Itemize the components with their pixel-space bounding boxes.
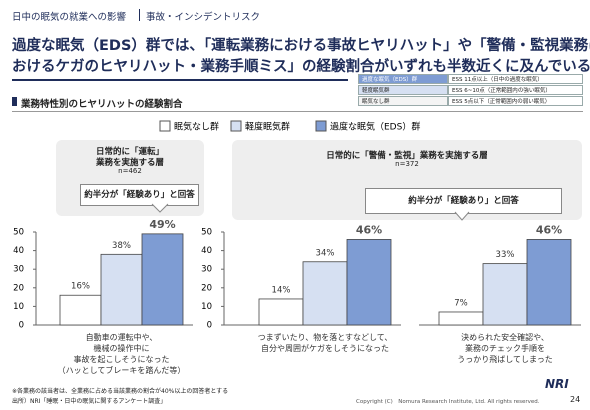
- bar: [100, 253, 143, 326]
- group-title: 日常的に「警備・監視」業務を実施する層: [326, 151, 488, 161]
- y-tick-label: 40: [13, 246, 24, 256]
- bar: [438, 311, 484, 326]
- category-label: つまずいたり、物を落とすなどして、 自分や周囲がケガをしそうになった: [257, 333, 393, 353]
- breadcrumb: 日中の眠気の就業への影響: [12, 12, 127, 23]
- value-label: 14%: [272, 285, 291, 295]
- footnote: ※各業務の該当者は、全業務に占める当該業務の割合が40%以上の回答者とする: [12, 388, 229, 395]
- value-label: 33%: [496, 250, 515, 260]
- copyright: Copyright (C) Nomura Research Institute,…: [356, 399, 540, 405]
- headline: 過度な眠気（EDS）群では、「運転業務における事故ヒヤリハット」や「警備・監視業…: [12, 38, 590, 54]
- group-n: n=462: [118, 167, 142, 175]
- bar: [258, 298, 304, 326]
- y-tick-label: 10: [201, 302, 212, 312]
- category-label: 自動車の運転中や、 機械の操作中に 事故を起こしそうになった （ハッとしてブレー…: [57, 333, 186, 375]
- rule: [12, 79, 348, 81]
- section-title: 業務特性別のヒヤリハットの経験割合: [21, 99, 183, 110]
- bar: [526, 239, 572, 326]
- legend-swatch: [159, 120, 171, 132]
- def-label: 過度な眠気（EDS）群: [358, 74, 448, 84]
- separator: [139, 9, 140, 21]
- def-label: 軽度眠気群: [358, 85, 448, 95]
- value-label: 34%: [316, 248, 335, 258]
- callout-pointer: [151, 203, 169, 213]
- value-label: 7%: [454, 298, 468, 308]
- y-tick-label: 40: [201, 246, 212, 256]
- def-value: ESS 6~10点（正常範囲内の強い眠気）: [448, 85, 583, 95]
- value-label: 49%: [149, 218, 175, 231]
- value-label: 38%: [112, 241, 131, 251]
- y-tick-label: 50: [13, 228, 24, 238]
- rule: [12, 111, 583, 112]
- value-label: 46%: [356, 223, 382, 236]
- category-label: 決められた安全確認や、 業務のチェック手順を うっかり飛ばしてしまった: [457, 333, 553, 364]
- bar: [141, 233, 184, 326]
- group-title: 日常的に「運転」: [95, 147, 164, 157]
- y-tick-label: 10: [13, 302, 24, 312]
- legend-swatch: [230, 120, 242, 132]
- group-title: 業務を実施する層: [95, 158, 164, 168]
- value-label: 46%: [536, 223, 562, 236]
- bar: [346, 239, 392, 326]
- bar: [482, 263, 528, 326]
- bar: [59, 294, 102, 326]
- def-value: ESS 5点以下（正常範囲内の弱い眠気）: [448, 96, 583, 106]
- def-label: 眠気なし群: [358, 96, 448, 106]
- y-tick-label: 30: [201, 265, 212, 275]
- y-tick-label: 30: [13, 265, 24, 275]
- value-label: 16%: [71, 282, 90, 292]
- bar: [302, 261, 348, 326]
- legend-swatch: [315, 120, 327, 132]
- legend-label: 眠気なし群: [174, 121, 219, 133]
- y-tick-label: 20: [201, 283, 212, 293]
- marker: [12, 97, 17, 106]
- callout: 約半分が「経験あり」と回答: [80, 184, 199, 206]
- y-tick-label: 50: [201, 228, 212, 238]
- headline: おけるケガのヒヤリハット・業務手順ミス」の経験割合がいずれも半数近くに及んでいる…: [12, 59, 590, 75]
- callout: 約半分が「経験あり」と回答: [365, 188, 562, 214]
- legend-label: 軽度眠気群: [245, 121, 290, 133]
- logo: NRI: [545, 377, 569, 391]
- y-tick-label: 0: [19, 321, 24, 331]
- source: 出所）NRI「睡眠・日中の眠気に関するアンケート調査」: [12, 398, 167, 405]
- legend-label: 過度な眠気（EDS）群: [330, 121, 420, 133]
- y-tick-label: 20: [13, 283, 24, 293]
- section: 事故・インシデントリスク: [146, 12, 261, 23]
- y-tick-label: 0: [207, 321, 212, 331]
- def-value: ESS 11点以上（日中の過度な眠気）: [448, 74, 583, 84]
- callout-pointer: [454, 211, 470, 221]
- group-n: n=372: [395, 160, 419, 168]
- page-number: 24: [570, 395, 581, 404]
